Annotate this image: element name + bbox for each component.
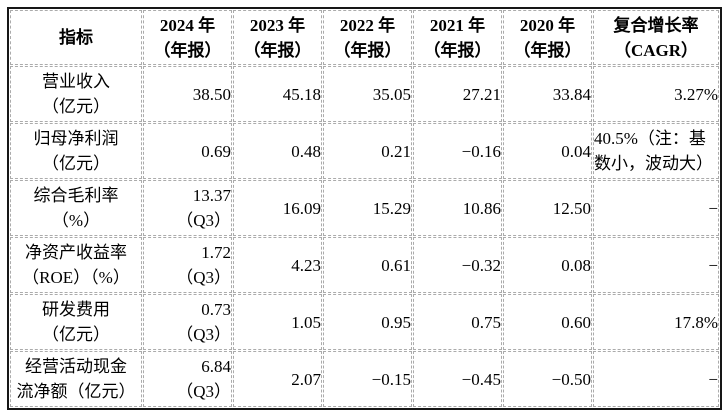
value-cell: 0.08 [503, 237, 592, 293]
header-row: 指标 2024 年 （年报） 2023 年 （年报） 2022 年 （年报） 2… [10, 10, 719, 65]
value-cell: 27.21 [413, 66, 502, 122]
value-cell: 0.60 [503, 294, 592, 350]
value-cell: 6.84 （Q3） [143, 351, 232, 407]
col-header-2022: 2022 年 （年报） [323, 10, 412, 65]
cagr-cell: 17.8% [593, 294, 719, 350]
cagr-note-cell: 40.5%（注：基数小，波动大） [593, 123, 719, 179]
value-cell: 1.05 [233, 294, 322, 350]
value-cell: 38.50 [143, 66, 232, 122]
cagr-cell: 3.27% [593, 66, 719, 122]
table-row-operating-cashflow: 经营活动现金 流净额（亿元） 6.84 （Q3） 2.07 −0.15 −0.4… [10, 351, 719, 407]
cagr-cell: − [593, 180, 719, 236]
value-cell: 16.09 [233, 180, 322, 236]
value-cell: 0.21 [323, 123, 412, 179]
table-row-gross-margin: 综合毛利率 （%） 13.37 （Q3） 16.09 15.29 10.86 1… [10, 180, 719, 236]
value-cell: 13.37 （Q3） [143, 180, 232, 236]
row-label-rd-expense: 研发费用 （亿元） [10, 294, 142, 350]
value-cell: −0.15 [323, 351, 412, 407]
value-cell: 1.72 （Q3） [143, 237, 232, 293]
value-cell: 0.95 [323, 294, 412, 350]
value-cell: 4.23 [233, 237, 322, 293]
value-cell: 0.61 [323, 237, 412, 293]
col-header-cagr: 复合增长率 （CAGR） [593, 10, 719, 65]
col-header-2023: 2023 年 （年报） [233, 10, 322, 65]
cagr-cell: − [593, 237, 719, 293]
value-cell: −0.45 [413, 351, 502, 407]
col-header-2024: 2024 年 （年报） [143, 10, 232, 65]
cagr-cell: − [593, 351, 719, 407]
value-cell: 35.05 [323, 66, 412, 122]
col-header-2020: 2020 年 （年报） [503, 10, 592, 65]
col-header-2021: 2021 年 （年报） [413, 10, 502, 65]
row-label-operating-cashflow: 经营活动现金 流净额（亿元） [10, 351, 142, 407]
value-cell: 0.75 [413, 294, 502, 350]
value-cell: 2.07 [233, 351, 322, 407]
financial-metrics-table-frame: 指标 2024 年 （年报） 2023 年 （年报） 2022 年 （年报） 2… [7, 7, 722, 410]
value-cell: 0.69 [143, 123, 232, 179]
value-cell: 45.18 [233, 66, 322, 122]
row-label-roe: 净资产收益率 （ROE）（%） [10, 237, 142, 293]
value-cell: 0.73 （Q3） [143, 294, 232, 350]
value-cell: −0.32 [413, 237, 502, 293]
value-cell: 12.50 [503, 180, 592, 236]
row-label-revenue: 营业收入 （亿元） [10, 66, 142, 122]
value-cell: 15.29 [323, 180, 412, 236]
value-cell: −0.50 [503, 351, 592, 407]
value-cell: −0.16 [413, 123, 502, 179]
table-row-rd-expense: 研发费用 （亿元） 0.73 （Q3） 1.05 0.95 0.75 0.60 … [10, 294, 719, 350]
value-cell: 0.04 [503, 123, 592, 179]
value-cell: 33.84 [503, 66, 592, 122]
table-row-revenue: 营业收入 （亿元） 38.50 45.18 35.05 27.21 33.84 … [10, 66, 719, 122]
table-row-net-profit: 归母净利润 （亿元） 0.69 0.48 0.21 −0.16 0.04 40.… [10, 123, 719, 179]
financial-metrics-table: 指标 2024 年 （年报） 2023 年 （年报） 2022 年 （年报） 2… [9, 9, 720, 408]
row-label-net-profit: 归母净利润 （亿元） [10, 123, 142, 179]
row-label-gross-margin: 综合毛利率 （%） [10, 180, 142, 236]
table-row-roe: 净资产收益率 （ROE）（%） 1.72 （Q3） 4.23 0.61 −0.3… [10, 237, 719, 293]
col-header-indicator: 指标 [10, 10, 142, 65]
value-cell: 0.48 [233, 123, 322, 179]
value-cell: 10.86 [413, 180, 502, 236]
